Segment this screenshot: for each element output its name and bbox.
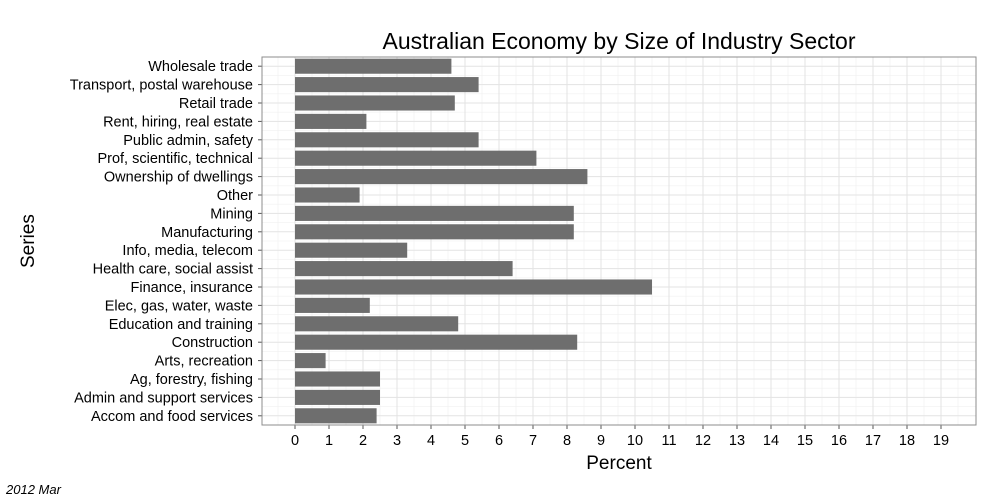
y-tick-label: Public admin, safety [123,133,254,149]
bar [295,297,370,313]
bar [295,58,452,74]
y-tick-label: Accom and food services [91,409,253,425]
y-tick-label: Ag, forestry, fishing [130,372,253,388]
bar [295,371,380,387]
x-tick-label: 15 [797,433,813,449]
bar [295,187,360,203]
bar [295,224,574,240]
x-tick-label: 19 [933,433,949,449]
x-tick-label: 17 [865,433,881,449]
bar [295,408,377,424]
plot-border [261,56,977,426]
x-tick-label: 5 [461,433,469,449]
bar [295,132,479,148]
bar [295,95,455,111]
y-tick-label: Rent, hiring, real estate [103,114,253,130]
bar [295,389,380,405]
x-tick-label: 1 [325,433,333,449]
bar [295,261,513,277]
chart-caption: 2012 Mar [6,482,61,497]
y-tick-label: Education and training [109,317,253,333]
y-tick-label: Construction [172,335,253,351]
y-tick-label: Transport, postal warehouse [70,78,253,94]
y-tick-label: Retail trade [179,96,253,112]
chart-title: Australian Economy by Size of Industry S… [382,28,856,54]
y-tick-label: Ownership of dwellings [104,170,253,186]
x-tick-label: 2 [359,433,367,449]
x-tick-label: 16 [831,433,847,449]
x-tick-label: 7 [529,433,537,449]
bar [295,205,574,221]
y-tick-label: Health care, social assist [93,262,253,278]
x-tick-label: 6 [495,433,503,449]
x-tick-label: 3 [393,433,401,449]
x-axis-label: Percent [586,453,652,474]
y-tick-label: Wholesale trade [148,59,253,75]
y-tick-label: Prof, scientific, technical [97,151,253,167]
x-tick-label: 10 [627,433,643,449]
x-tick-label: 11 [661,433,676,449]
x-tick-label: 14 [763,433,779,449]
x-tick-label: 8 [563,433,571,449]
x-tick-label: 13 [729,433,745,449]
bar [295,77,479,93]
x-tick-label: 4 [427,433,435,449]
bar [295,242,408,258]
bar [295,316,459,332]
bar [295,113,367,129]
bar [295,169,588,185]
y-tick-label: Arts, recreation [155,354,253,370]
x-tick-label: 0 [291,433,299,449]
x-tick-label: 9 [597,433,605,449]
y-tick-label: Finance, insurance [130,280,253,296]
y-tick-label: Other [217,188,253,204]
bar [295,334,578,350]
bar [295,279,652,295]
y-tick-label: Elec, gas, water, waste [105,298,253,314]
x-tick-label: 12 [695,433,711,449]
y-tick-label: Admin and support services [74,390,253,406]
bar [295,150,537,166]
bar [295,353,326,369]
x-tick-label: 18 [899,433,915,449]
y-tick-label: Manufacturing [161,225,253,241]
y-tick-label: Info, media, telecom [122,243,253,259]
y-tick-label: Mining [210,206,253,222]
